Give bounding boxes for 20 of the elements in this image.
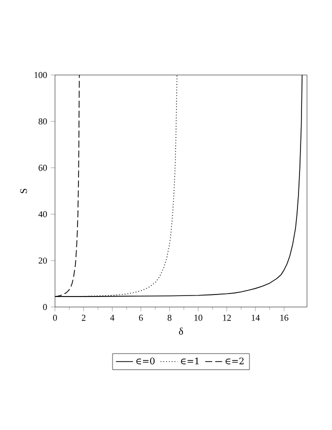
legend-label: ∈=1 — [180, 358, 199, 364]
x-tick-label: 10 — [194, 314, 202, 321]
x-tick-label: 14 — [252, 314, 260, 321]
y-tick-label: 40 — [38, 211, 47, 218]
x-tick-label: 12 — [223, 314, 231, 321]
y-tick-label: 60 — [38, 164, 47, 171]
y-tick-label: 80 — [38, 118, 47, 124]
x-tick-label: 6 — [139, 314, 143, 321]
x-tick-label: 2 — [82, 314, 86, 321]
legend-label: ∈=0 — [136, 358, 155, 364]
y-axis-title: S — [20, 188, 27, 194]
x-tick-label: 8 — [168, 314, 172, 321]
legend-label: ∈=2 — [226, 358, 244, 364]
y-tick-label: 20 — [38, 258, 47, 264]
y-tick-label: 0 — [43, 304, 47, 310]
x-tick-label: 0 — [53, 314, 57, 321]
x-tick-label: 16 — [280, 314, 288, 321]
x-tick-label: 4 — [110, 314, 114, 321]
x-axis-title: δ — [179, 328, 183, 335]
y-tick-label: 100 — [34, 72, 47, 78]
